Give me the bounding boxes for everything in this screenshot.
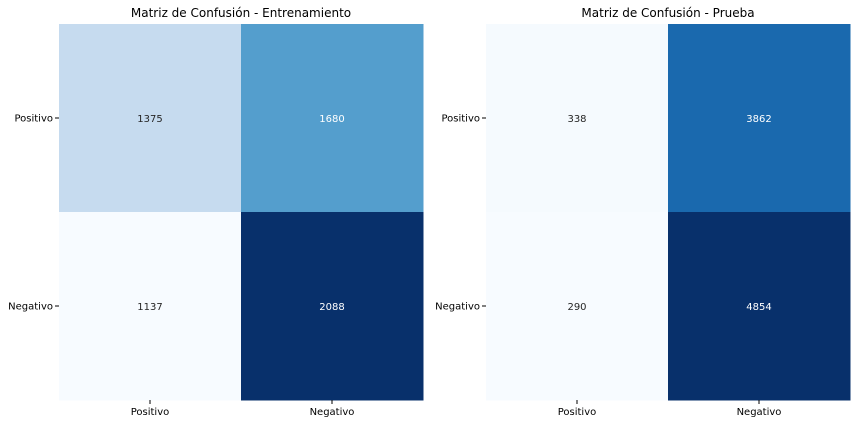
cell-value-1-1-1: 4854 — [746, 302, 771, 313]
cell-value-1-1-0: 290 — [567, 302, 586, 313]
x-tick-label-1-1: Negativo — [737, 407, 782, 418]
cell-value-0-1-1: 2088 — [319, 302, 344, 313]
cell-value-0-0-0: 1375 — [137, 114, 162, 125]
heatmap-cell-0-0-1 — [241, 24, 424, 213]
heatmap-cell-1-1-0 — [486, 212, 669, 401]
cell-value-1-0-0: 338 — [567, 114, 586, 125]
heatmap-cell-1-0-0 — [486, 24, 669, 213]
heatmap-cell-0-0-0 — [59, 24, 242, 213]
heatmap-cell-1-1-1 — [668, 212, 851, 401]
heatmap-cell-0-1-0 — [59, 212, 242, 401]
chart-title-0: Matriz de Confusión - Entrenamiento — [131, 6, 351, 20]
y-tick-label-1-1: Negativo — [435, 302, 480, 313]
cell-value-0-0-1: 1680 — [319, 114, 344, 125]
chart-title-1: Matriz de Confusión - Prueba — [581, 6, 754, 20]
x-tick-label-1-0: Positivo — [558, 407, 597, 418]
y-tick-label-0-1: Negativo — [8, 302, 53, 313]
y-tick-label-0-0: Positivo — [14, 114, 53, 125]
heatmap-cell-1-0-1 — [668, 24, 851, 213]
x-tick-label-0-0: Positivo — [131, 407, 170, 418]
heatmap-cell-0-1-1 — [241, 212, 424, 401]
cell-value-1-0-1: 3862 — [746, 114, 771, 125]
cell-value-0-1-0: 1137 — [137, 302, 162, 313]
y-tick-label-1-0: Positivo — [441, 114, 480, 125]
x-tick-label-0-1: Negativo — [310, 407, 355, 418]
